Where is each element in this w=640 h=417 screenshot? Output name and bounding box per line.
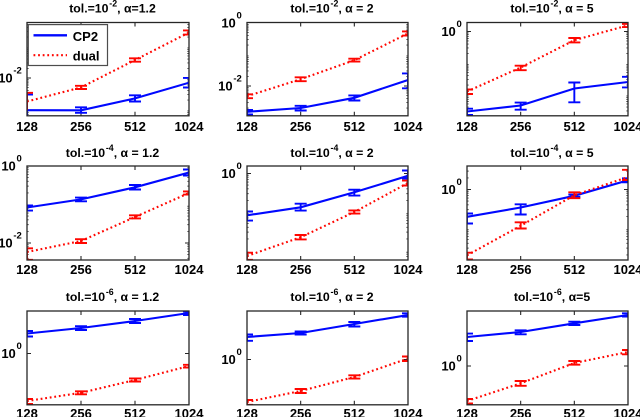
svg-text:128: 128 xyxy=(456,119,478,134)
svg-text:128: 128 xyxy=(236,262,258,277)
svg-text:1024: 1024 xyxy=(175,119,205,134)
svg-text:256: 256 xyxy=(290,262,312,277)
svg-text:256: 256 xyxy=(290,406,312,417)
svg-text:512: 512 xyxy=(343,406,365,417)
svg-text:1024: 1024 xyxy=(394,262,424,277)
svg-text:256: 256 xyxy=(70,406,92,417)
svg-text:1024: 1024 xyxy=(614,406,640,417)
svg-text:1024: 1024 xyxy=(175,262,205,277)
svg-text:512: 512 xyxy=(343,262,365,277)
svg-text:256: 256 xyxy=(510,119,532,134)
svg-text:tol.=10-6, α=5: tol.=10-6, α=5 xyxy=(514,287,591,304)
svg-text:512: 512 xyxy=(563,262,585,277)
svg-text:512: 512 xyxy=(124,119,146,134)
svg-text:tol.=10-6, α = 1.2: tol.=10-6, α = 1.2 xyxy=(66,287,160,304)
svg-text:tol.=10-4, α = 5: tol.=10-4, α = 5 xyxy=(510,143,593,160)
svg-text:512: 512 xyxy=(563,406,585,417)
svg-text:128: 128 xyxy=(456,262,478,277)
svg-text:1024: 1024 xyxy=(614,119,640,134)
svg-text:1024: 1024 xyxy=(614,262,640,277)
svg-text:1024: 1024 xyxy=(175,406,205,417)
svg-text:1024: 1024 xyxy=(394,119,424,134)
svg-text:dual: dual xyxy=(73,49,100,64)
svg-text:256: 256 xyxy=(510,262,532,277)
svg-text:tol.=10-2, α = 5: tol.=10-2, α = 5 xyxy=(510,0,593,15)
svg-text:256: 256 xyxy=(290,119,312,134)
svg-text:128: 128 xyxy=(456,406,478,417)
svg-text:tol.=10-6, α = 2: tol.=10-6, α = 2 xyxy=(290,287,373,304)
svg-text:tol.=10-4, α = 2: tol.=10-4, α = 2 xyxy=(290,143,373,160)
svg-text:128: 128 xyxy=(236,119,258,134)
svg-text:512: 512 xyxy=(124,262,146,277)
svg-text:tol.=10-2, α = 2: tol.=10-2, α = 2 xyxy=(290,0,373,15)
svg-text:1024: 1024 xyxy=(394,406,424,417)
svg-text:128: 128 xyxy=(16,262,38,277)
svg-text:256: 256 xyxy=(510,406,532,417)
svg-text:256: 256 xyxy=(70,119,92,134)
svg-text:tol.=10-4, α = 1.2: tol.=10-4, α = 1.2 xyxy=(66,143,160,160)
svg-text:128: 128 xyxy=(236,406,258,417)
svg-text:512: 512 xyxy=(563,119,585,134)
svg-text:256: 256 xyxy=(70,262,92,277)
svg-text:128: 128 xyxy=(16,119,38,134)
svg-text:128: 128 xyxy=(16,406,38,417)
svg-text:tol.=10-2, α=1.2: tol.=10-2, α=1.2 xyxy=(69,0,156,15)
svg-text:512: 512 xyxy=(124,406,146,417)
svg-text:CP2: CP2 xyxy=(73,29,98,44)
svg-text:512: 512 xyxy=(343,119,365,134)
